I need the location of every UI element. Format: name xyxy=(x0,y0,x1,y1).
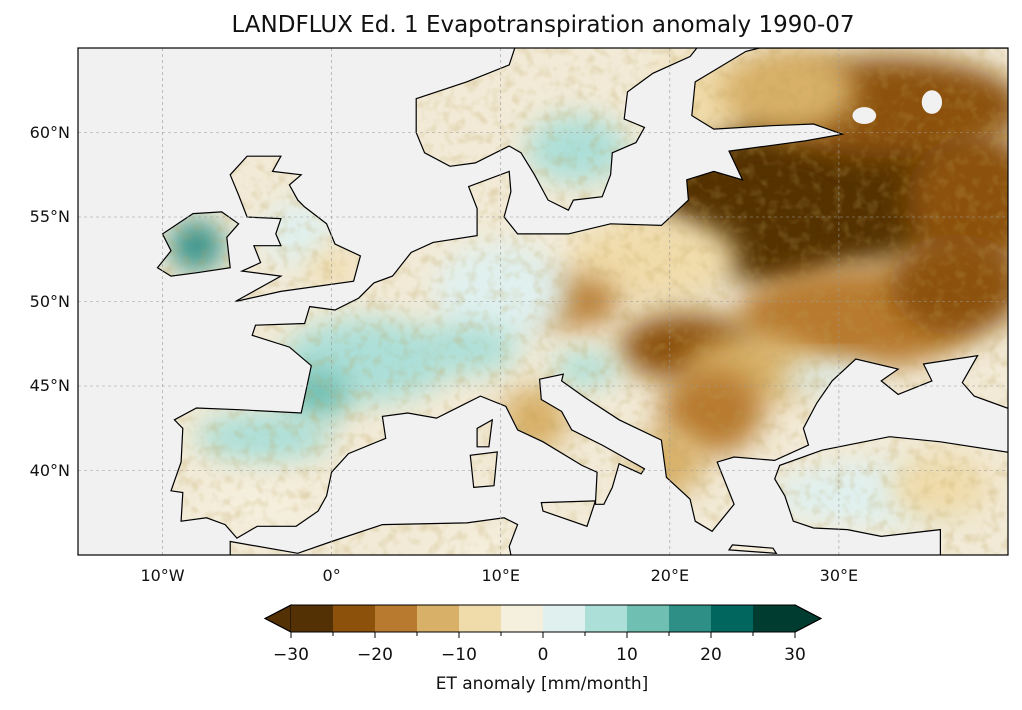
colorbar-bin xyxy=(753,605,796,632)
coastline-turkey xyxy=(774,436,1008,555)
colorbar-tick-label: 30 xyxy=(784,645,806,665)
x-tick-label: 30°E xyxy=(819,566,859,585)
x-tick-label: 0° xyxy=(322,566,341,585)
colorbar-tick-label: 0 xyxy=(537,645,549,665)
coastline-corsica xyxy=(476,418,494,448)
x-tick-label: 10°W xyxy=(140,566,185,585)
coastline-africa xyxy=(229,517,519,555)
colorbar-bin xyxy=(291,605,334,632)
coastline-mainland xyxy=(170,48,1008,539)
y-tick-label: 40°N xyxy=(29,460,70,480)
coastline-crete xyxy=(727,544,778,554)
colorbar-extend-low xyxy=(263,604,292,633)
y-tick-label: 55°N xyxy=(29,207,70,226)
colorbar-label: ET anomaly [mm/month] xyxy=(435,674,649,694)
coastline-ireland xyxy=(156,211,240,277)
colorbar-extend-high xyxy=(794,604,823,633)
colorbar-tick-label: 10 xyxy=(616,645,638,665)
y-tick-label: 50°N xyxy=(29,291,70,311)
y-tick-label: 45°N xyxy=(29,376,70,395)
colorbar-bin xyxy=(543,605,586,632)
colorbar-bin xyxy=(459,605,502,632)
x-tick-label: 10°E xyxy=(481,566,520,585)
coastline-sicily xyxy=(540,500,597,528)
x-tick-label: 20°E xyxy=(650,566,690,585)
y-tick-label: 60°N xyxy=(29,122,70,142)
colorbar-tick-label: −20 xyxy=(357,645,393,665)
map-title: LANDFLUX Ed. 1 Evapotranspiration anomal… xyxy=(231,12,855,38)
colorbar-bin xyxy=(627,605,670,632)
colorbar-tick-label: 20 xyxy=(700,645,722,665)
colorbar-bin xyxy=(375,605,418,632)
colorbar-bin xyxy=(333,605,376,632)
colorbar-bin xyxy=(417,605,460,632)
colorbar-bin xyxy=(669,605,712,632)
colorbar-tick-label: −30 xyxy=(273,645,309,665)
colorbar-bin xyxy=(711,605,754,632)
colorbar-tick-label: −10 xyxy=(441,645,477,665)
lake xyxy=(852,107,877,125)
colorbar-bin xyxy=(585,605,628,632)
coastline-britain xyxy=(229,155,362,303)
map-frame xyxy=(77,47,1009,556)
colorbar-bin xyxy=(501,605,544,632)
lake xyxy=(921,90,943,114)
coastline-sardinia xyxy=(469,451,498,489)
